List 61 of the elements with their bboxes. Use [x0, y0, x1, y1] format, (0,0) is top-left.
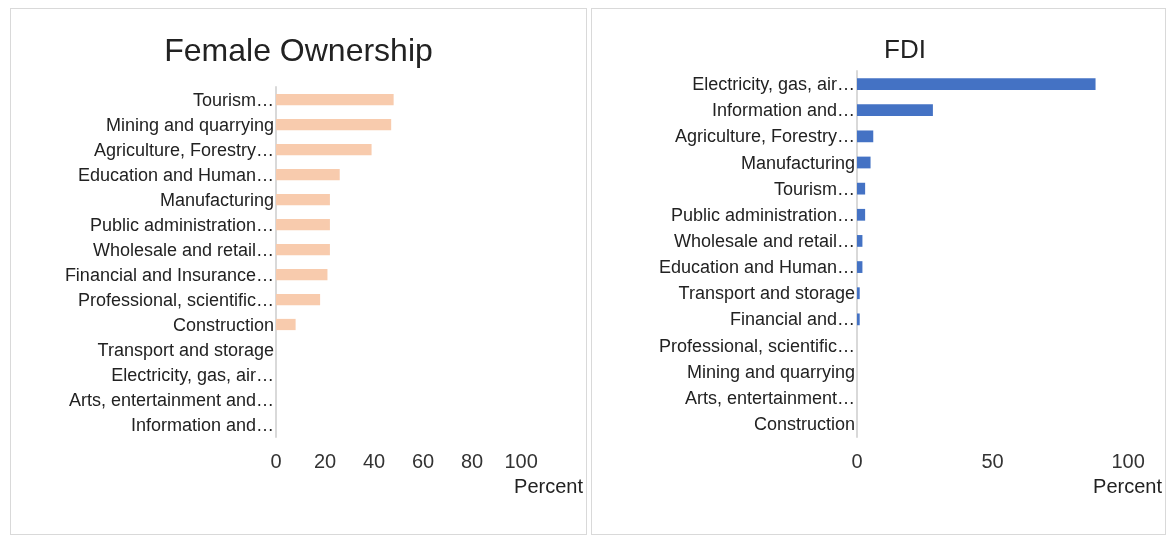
y-tick-label: Agriculture, Forestry… [93, 139, 274, 160]
y-tick-label: Professional, scientific… [658, 335, 855, 356]
y-tick-label: Education and Human… [658, 257, 855, 278]
bar [857, 261, 863, 273]
x-tick-label: 0 [270, 450, 282, 472]
bar [276, 268, 328, 281]
y-tick-label: Information and… [130, 414, 274, 435]
x-tick-label: 80 [460, 450, 484, 472]
y-tick-label: Wholesale and retail… [92, 239, 274, 260]
bar [276, 168, 340, 181]
bar [276, 118, 392, 131]
y-tick-label: Professional, scientific… [77, 289, 274, 310]
y-tick-label: Public administration… [89, 214, 274, 235]
chart-title: FDI [884, 34, 926, 64]
y-tick-label: Information and… [711, 100, 855, 121]
x-tick-label: 100 [504, 450, 538, 472]
bar [857, 156, 871, 169]
y-tick-label: Construction [753, 413, 855, 434]
bar [276, 143, 372, 156]
bar [857, 313, 860, 326]
bar [276, 93, 394, 106]
y-tick-label: Manufacturing [159, 189, 274, 210]
x-tick-label: 40 [362, 450, 386, 472]
y-tick-label: Electricity, gas, air… [111, 364, 274, 385]
x-tick-label: 50 [981, 450, 1004, 472]
bar [276, 218, 330, 231]
y-tick-label: Manufacturing [740, 152, 855, 173]
y-tick-label: Electricity, gas, air… [692, 74, 855, 95]
y-tick-label: Construction [172, 314, 274, 335]
y-tick-label: Mining and quarrying [686, 361, 855, 382]
y-tick-label: Tourism… [192, 89, 274, 110]
x-tick-label: 100 [1111, 450, 1145, 472]
chart-title: Female Ownership [164, 32, 433, 68]
y-tick-label: Financial and… [729, 309, 855, 330]
y-tick-label: Wholesale and retail… [673, 230, 855, 251]
bar [857, 235, 863, 247]
y-tick-label: Education and Human… [77, 164, 274, 185]
bar [857, 78, 1096, 90]
y-tick-label: Tourism… [773, 178, 855, 199]
y-tick-label: Public administration… [670, 204, 855, 225]
y-tick-label: Financial and Insurance… [64, 264, 274, 285]
y-tick-label: Mining and quarrying [105, 114, 274, 135]
x-axis-title: Percent [514, 474, 584, 497]
bar [276, 318, 296, 331]
bar [276, 243, 330, 256]
bar [276, 193, 330, 206]
x-tick-label: 0 [851, 450, 863, 472]
bar [857, 130, 874, 143]
y-tick-label: Arts, entertainment… [684, 387, 855, 408]
y-tick-label: Transport and storage [97, 339, 274, 360]
bar [857, 208, 866, 221]
bar [857, 104, 933, 117]
y-tick-label: Transport and storage [678, 283, 855, 304]
x-tick-label: 20 [313, 450, 337, 472]
x-tick-label: 60 [411, 450, 435, 472]
bar [857, 287, 860, 300]
y-tick-label: Arts, entertainment and… [68, 389, 274, 410]
x-axis-title: Percent [1093, 474, 1163, 497]
bar [857, 182, 866, 195]
y-tick-label: Agriculture, Forestry… [674, 126, 855, 147]
bar [276, 293, 321, 306]
